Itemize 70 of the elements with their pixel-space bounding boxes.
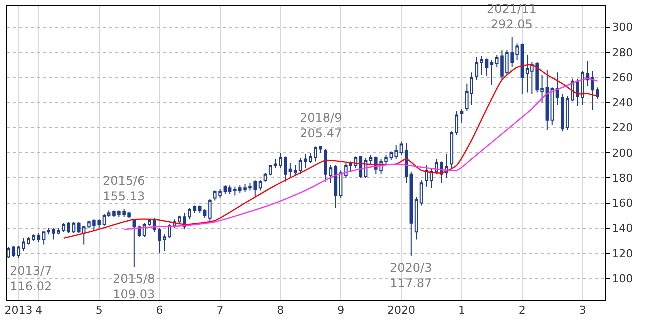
candlestick (400, 141, 404, 156)
candlestick (264, 172, 268, 182)
x-tick-label: 6 (156, 304, 164, 318)
x-tick-label: 4 (35, 304, 42, 318)
candlestick (420, 180, 424, 206)
x-tick-label: 2 (518, 304, 526, 318)
y-tick-label: 240 (612, 96, 634, 110)
x-tick-label: 8 (277, 304, 284, 318)
x-tick-label: 3 (579, 304, 586, 318)
annotation: 2015/6 155.13 (103, 174, 146, 204)
annotation: 2020/3 117.87 (390, 261, 432, 291)
candlestick (102, 214, 106, 226)
candlestick (334, 165, 338, 209)
line-series (63, 64, 598, 240)
candlestick (556, 72, 560, 106)
x-tick-label: 7 (216, 304, 224, 318)
candlestick (7, 246, 10, 260)
candlestick (520, 43, 524, 94)
y-tick-label: 180 (612, 172, 634, 185)
candlestick (72, 222, 76, 234)
annotation: 2018/9 205.47 (300, 111, 342, 141)
candlestick (37, 232, 41, 243)
annotation: 2013/7 116.02 (10, 264, 52, 294)
y-tick-label: 300 (612, 21, 634, 34)
candlestick (294, 165, 298, 176)
annotation: 2021/11 292.05 (487, 2, 537, 32)
candlestick (596, 87, 600, 100)
candlestick (203, 209, 207, 219)
candlestick (414, 196, 418, 240)
candlestick (324, 148, 328, 182)
candlestick (193, 205, 197, 214)
y-tick-label: 140 (612, 222, 634, 236)
candlestick (369, 155, 373, 166)
candlestick (329, 165, 333, 184)
x-tick-label: 2020 (387, 304, 416, 318)
y-tick-label: 120 (612, 247, 634, 260)
y-tick-label: 260 (612, 71, 634, 84)
candlestick (132, 219, 136, 268)
y-tick-label: 200 (612, 146, 634, 160)
candlestick (550, 87, 554, 126)
x-tick-label: 2013 (4, 304, 33, 318)
candlestick (67, 222, 71, 234)
y-tick-label: 220 (612, 122, 634, 135)
candlestick (450, 131, 454, 169)
candlestick (198, 205, 202, 214)
candlestick (480, 56, 484, 76)
candlestick (298, 158, 302, 175)
candlestick (258, 180, 262, 192)
candlestick (460, 108, 464, 124)
candlestick (319, 146, 323, 154)
candlestick (455, 111, 459, 136)
candlestick (475, 57, 479, 81)
candlestick (410, 171, 414, 257)
y-tick-label: 160 (612, 197, 634, 210)
candlestick (208, 198, 212, 222)
x-tick-label: 1 (458, 304, 466, 318)
candlestick (546, 70, 550, 131)
x-tick-label: 9 (338, 304, 345, 318)
y-tick-label: 280 (612, 46, 634, 60)
annotation: 2015/8 109.03 (113, 272, 156, 302)
candlestick (404, 142, 408, 184)
candlestick (274, 158, 278, 169)
x-tick-label: 5 (96, 304, 103, 318)
candlestick (485, 58, 489, 77)
candlestick (490, 60, 494, 86)
y-tick-label: 100 (612, 272, 634, 286)
candlestick (228, 185, 232, 195)
candlestick (62, 222, 66, 233)
candlestick (224, 185, 228, 195)
candlestick (268, 165, 272, 176)
